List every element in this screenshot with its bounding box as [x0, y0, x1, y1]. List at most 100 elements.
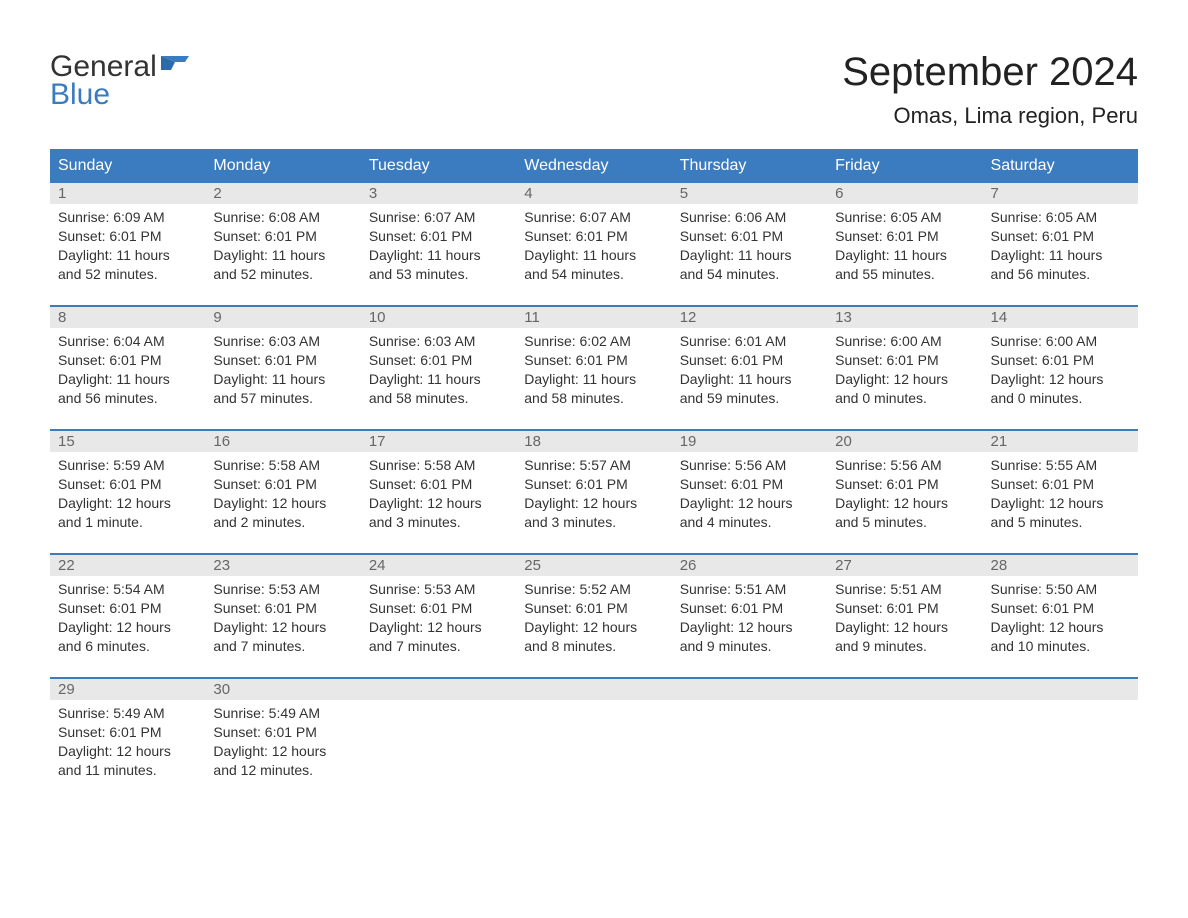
daylight-text-2: and 56 minutes. — [991, 265, 1130, 284]
daylight-text-2: and 58 minutes. — [369, 389, 508, 408]
daylight-text-1: Daylight: 11 hours — [991, 246, 1130, 265]
daylight-text-2: and 3 minutes. — [369, 513, 508, 532]
daylight-text-2: and 57 minutes. — [213, 389, 352, 408]
sunrise-text: Sunrise: 6:05 AM — [835, 208, 974, 227]
sunset-text: Sunset: 6:01 PM — [213, 351, 352, 370]
day-number: 19 — [672, 429, 827, 452]
day-cell: 8Sunrise: 6:04 AMSunset: 6:01 PMDaylight… — [50, 305, 205, 415]
daylight-text-1: Daylight: 12 hours — [524, 494, 663, 513]
day-cell: 30Sunrise: 5:49 AMSunset: 6:01 PMDayligh… — [205, 677, 360, 787]
sunset-text: Sunset: 6:01 PM — [524, 475, 663, 494]
title-block: September 2024 Omas, Lima region, Peru — [842, 50, 1138, 129]
day-number: 23 — [205, 553, 360, 576]
sunset-text: Sunset: 6:01 PM — [524, 351, 663, 370]
day-number: 10 — [361, 305, 516, 328]
day-number: 25 — [516, 553, 671, 576]
day-cell — [361, 677, 516, 787]
sunrise-text: Sunrise: 5:54 AM — [58, 580, 197, 599]
sunrise-text: Sunrise: 5:51 AM — [680, 580, 819, 599]
sunrise-text: Sunrise: 5:55 AM — [991, 456, 1130, 475]
day-cell: 6Sunrise: 6:05 AMSunset: 6:01 PMDaylight… — [827, 181, 982, 291]
day-cell: 22Sunrise: 5:54 AMSunset: 6:01 PMDayligh… — [50, 553, 205, 663]
daylight-text-1: Daylight: 11 hours — [524, 370, 663, 389]
day-number: 15 — [50, 429, 205, 452]
sunrise-text: Sunrise: 6:02 AM — [524, 332, 663, 351]
week-row: 1Sunrise: 6:09 AMSunset: 6:01 PMDaylight… — [50, 181, 1138, 291]
sunset-text: Sunset: 6:01 PM — [835, 599, 974, 618]
sunset-text: Sunset: 6:01 PM — [991, 227, 1130, 246]
daylight-text-1: Daylight: 12 hours — [58, 742, 197, 761]
sunrise-text: Sunrise: 6:05 AM — [991, 208, 1130, 227]
sunrise-text: Sunrise: 5:49 AM — [213, 704, 352, 723]
day-number: 18 — [516, 429, 671, 452]
day-cell — [827, 677, 982, 787]
day-content: Sunrise: 5:54 AMSunset: 6:01 PMDaylight:… — [50, 576, 205, 660]
sunset-text: Sunset: 6:01 PM — [58, 475, 197, 494]
day-number: 12 — [672, 305, 827, 328]
daylight-text-2: and 1 minute. — [58, 513, 197, 532]
day-content: Sunrise: 5:59 AMSunset: 6:01 PMDaylight:… — [50, 452, 205, 536]
sunset-text: Sunset: 6:01 PM — [213, 599, 352, 618]
day-cell: 3Sunrise: 6:07 AMSunset: 6:01 PMDaylight… — [361, 181, 516, 291]
day-cell: 29Sunrise: 5:49 AMSunset: 6:01 PMDayligh… — [50, 677, 205, 787]
sunset-text: Sunset: 6:01 PM — [991, 351, 1130, 370]
sunset-text: Sunset: 6:01 PM — [213, 723, 352, 742]
day-content: Sunrise: 5:50 AMSunset: 6:01 PMDaylight:… — [983, 576, 1138, 660]
sunrise-text: Sunrise: 5:52 AM — [524, 580, 663, 599]
day-number: 17 — [361, 429, 516, 452]
day-number: 6 — [827, 181, 982, 204]
sunrise-text: Sunrise: 6:07 AM — [524, 208, 663, 227]
sunrise-text: Sunrise: 5:59 AM — [58, 456, 197, 475]
day-content: Sunrise: 5:58 AMSunset: 6:01 PMDaylight:… — [205, 452, 360, 536]
month-title: September 2024 — [842, 50, 1138, 95]
daylight-text-2: and 59 minutes. — [680, 389, 819, 408]
day-content: Sunrise: 5:58 AMSunset: 6:01 PMDaylight:… — [361, 452, 516, 536]
day-cell: 26Sunrise: 5:51 AMSunset: 6:01 PMDayligh… — [672, 553, 827, 663]
daylight-text-2: and 5 minutes. — [835, 513, 974, 532]
logo-text-blue: Blue — [50, 78, 110, 112]
day-header-row: Sunday Monday Tuesday Wednesday Thursday… — [50, 149, 1138, 181]
day-header-thu: Thursday — [672, 151, 827, 181]
day-cell: 4Sunrise: 6:07 AMSunset: 6:01 PMDaylight… — [516, 181, 671, 291]
sunrise-text: Sunrise: 5:49 AM — [58, 704, 197, 723]
daylight-text-2: and 6 minutes. — [58, 637, 197, 656]
day-header-sun: Sunday — [50, 151, 205, 181]
day-cell: 25Sunrise: 5:52 AMSunset: 6:01 PMDayligh… — [516, 553, 671, 663]
sunrise-text: Sunrise: 6:06 AM — [680, 208, 819, 227]
sunset-text: Sunset: 6:01 PM — [58, 227, 197, 246]
sunrise-text: Sunrise: 6:00 AM — [835, 332, 974, 351]
day-cell: 10Sunrise: 6:03 AMSunset: 6:01 PMDayligh… — [361, 305, 516, 415]
day-cell — [516, 677, 671, 787]
day-cell: 5Sunrise: 6:06 AMSunset: 6:01 PMDaylight… — [672, 181, 827, 291]
sunset-text: Sunset: 6:01 PM — [680, 351, 819, 370]
day-header-sat: Saturday — [983, 151, 1138, 181]
daylight-text-1: Daylight: 12 hours — [369, 618, 508, 637]
location-text: Omas, Lima region, Peru — [842, 103, 1138, 129]
day-content: Sunrise: 5:55 AMSunset: 6:01 PMDaylight:… — [983, 452, 1138, 536]
daylight-text-2: and 53 minutes. — [369, 265, 508, 284]
day-content: Sunrise: 5:57 AMSunset: 6:01 PMDaylight:… — [516, 452, 671, 536]
daylight-text-2: and 54 minutes. — [680, 265, 819, 284]
day-cell: 24Sunrise: 5:53 AMSunset: 6:01 PMDayligh… — [361, 553, 516, 663]
day-cell: 11Sunrise: 6:02 AMSunset: 6:01 PMDayligh… — [516, 305, 671, 415]
day-cell — [983, 677, 1138, 787]
daylight-text-1: Daylight: 11 hours — [213, 246, 352, 265]
daylight-text-1: Daylight: 12 hours — [991, 618, 1130, 637]
sunset-text: Sunset: 6:01 PM — [369, 227, 508, 246]
daylight-text-1: Daylight: 11 hours — [58, 370, 197, 389]
daylight-text-1: Daylight: 11 hours — [213, 370, 352, 389]
sunset-text: Sunset: 6:01 PM — [680, 599, 819, 618]
day-number: 14 — [983, 305, 1138, 328]
daylight-text-1: Daylight: 12 hours — [835, 370, 974, 389]
daylight-text-2: and 9 minutes. — [835, 637, 974, 656]
week-row: 8Sunrise: 6:04 AMSunset: 6:01 PMDaylight… — [50, 305, 1138, 415]
day-content: Sunrise: 5:52 AMSunset: 6:01 PMDaylight:… — [516, 576, 671, 660]
sunset-text: Sunset: 6:01 PM — [991, 599, 1130, 618]
day-cell: 28Sunrise: 5:50 AMSunset: 6:01 PMDayligh… — [983, 553, 1138, 663]
day-number: 1 — [50, 181, 205, 204]
daylight-text-1: Daylight: 12 hours — [213, 618, 352, 637]
day-content: Sunrise: 5:53 AMSunset: 6:01 PMDaylight:… — [361, 576, 516, 660]
daylight-text-2: and 11 minutes. — [58, 761, 197, 780]
daylight-text-1: Daylight: 11 hours — [835, 246, 974, 265]
day-number: 3 — [361, 181, 516, 204]
